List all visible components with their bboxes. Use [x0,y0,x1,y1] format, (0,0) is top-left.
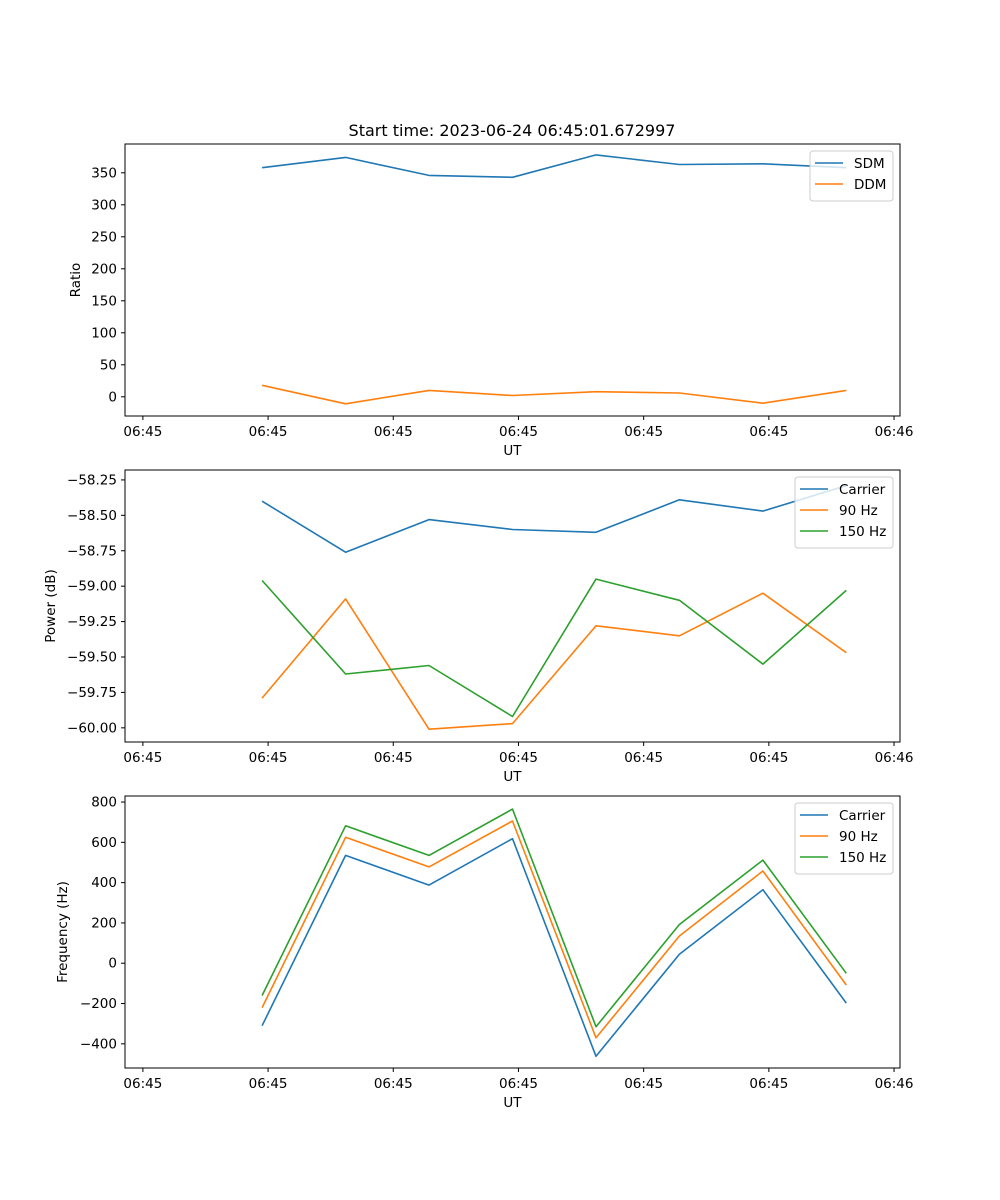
y-tick-label: 200 [91,915,117,931]
series-line-90-hz [261,592,847,731]
legend-label: SDM [854,156,885,172]
x-tick-label: 06:45 [624,424,663,440]
y-tick-label: 600 [91,835,117,851]
panel-power: 06:45 06:45 06:45 06:45 06:45 06:45 06:46 −60.0… [43,469,914,785]
y-tick-label: −59.00 [67,579,117,595]
x-tick-label: 06:45 [249,1076,288,1092]
legend-label: 90 Hz [839,829,878,845]
x-tick-label: 06:45 [123,1076,162,1092]
x-axis-label: UT [503,769,522,785]
series-line-90-hz [261,820,847,1039]
x-tick-label: 06:45 [374,750,413,766]
chart-title: Start time: 2023-06-24 06:45:01.672997 [349,121,676,140]
x-tick-label: 06:45 [499,1076,538,1092]
axes-frame [124,469,901,743]
y-tick-label: −400 [80,1036,117,1052]
legend-label: 150 Hz [839,850,886,866]
legend-label: DDM [854,177,886,193]
y-tick-label: 0 [108,389,117,405]
legend: Carrier 90 Hz 150 Hz [794,802,894,875]
series-line-sdm [262,154,847,179]
x-tick-label: 06:45 [123,750,162,766]
x-tick-label: 06:45 [123,424,162,440]
x-tick-label: 06:46 [875,1076,914,1092]
x-tick-label: 06:45 [499,424,538,440]
series-line-carrier [261,484,847,554]
y-tick-label: −200 [80,996,117,1012]
x-tick-label: 06:45 [499,750,538,766]
legend: Carrier 90 Hz 150 Hz [794,476,894,549]
x-tick-label: 06:45 [624,1076,663,1092]
series-line-carrier [261,837,847,1058]
y-tick-label: −60.00 [67,720,117,736]
y-tick-label: 50 [100,357,117,373]
series-line-150-hz [261,808,847,1028]
axes-frame [124,143,901,417]
y-tick-label: 200 [91,261,117,277]
x-tick-label: 06:46 [875,424,914,440]
x-axis-label: UT [503,443,522,459]
legend-label: Carrier [839,808,886,824]
x-axis-label: UT [503,1095,522,1111]
y-tick-label: 100 [91,325,117,341]
y-tick-label: −59.25 [67,614,117,630]
x-tick-label: 06:45 [749,424,788,440]
x-tick-label: 06:45 [249,750,288,766]
x-tick-label: 06:45 [624,750,663,766]
y-tick-label: −58.75 [67,543,117,559]
series-line-150-hz [261,578,847,718]
x-tick-label: 06:45 [374,424,413,440]
legend: SDM DDM [809,150,894,202]
y-axis-label: Power (dB) [43,569,59,642]
y-tick-label: −59.75 [67,685,117,701]
legend-label: Carrier [839,482,886,498]
panel-frequency: 06:45 06:45 06:45 06:45 06:45 06:45 06:46 −400 −… [55,795,913,1111]
axes-frame [124,795,901,1069]
y-tick-label: 400 [91,875,117,891]
x-tick-label: 06:45 [749,1076,788,1092]
y-axis-label: Ratio [68,263,84,298]
legend-label: 90 Hz [839,503,878,519]
y-tick-label: −58.50 [67,508,117,524]
y-tick-label: 350 [91,165,117,181]
panel-ratio: 06:45 06:45 06:45 06:45 06:45 06:45 06:46 0 50 10… [68,143,914,459]
y-tick-label: 800 [91,795,117,811]
y-tick-label: −59.50 [67,650,117,666]
y-tick-label: 300 [91,197,117,213]
y-tick-label: 0 [108,956,117,972]
legend-label: 150 Hz [839,524,886,540]
x-tick-label: 06:45 [249,424,288,440]
x-tick-label: 06:46 [875,750,914,766]
y-tick-label: 250 [91,229,117,245]
x-tick-label: 06:45 [374,1076,413,1092]
series-line-ddm [261,384,847,405]
x-tick-label: 06:45 [749,750,788,766]
y-axis-label: Frequency (Hz) [55,881,71,983]
y-tick-label: 150 [91,293,117,309]
y-tick-label: −58.25 [67,472,117,488]
